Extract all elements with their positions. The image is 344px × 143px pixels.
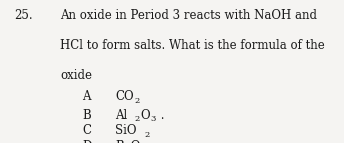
Text: B: B [83,109,91,122]
Text: 3: 3 [150,115,156,123]
Text: .: . [157,109,164,122]
Text: HCl to form salts. What is the formula of the: HCl to form salts. What is the formula o… [60,39,325,52]
Text: 2: 2 [135,97,140,105]
Text: 25.: 25. [14,9,32,22]
Text: C: C [83,124,92,137]
Text: oxide: oxide [60,69,92,82]
Text: 2: 2 [144,131,149,139]
Text: SiO: SiO [115,124,137,137]
Text: BeO: BeO [115,140,141,143]
Text: Al: Al [115,109,128,122]
Text: 2: 2 [135,115,140,123]
Text: CO: CO [115,90,134,103]
Text: A: A [83,90,91,103]
Text: O: O [141,109,150,122]
Text: D: D [83,140,92,143]
Text: An oxide in Period 3 reacts with NaOH and: An oxide in Period 3 reacts with NaOH an… [60,9,317,22]
